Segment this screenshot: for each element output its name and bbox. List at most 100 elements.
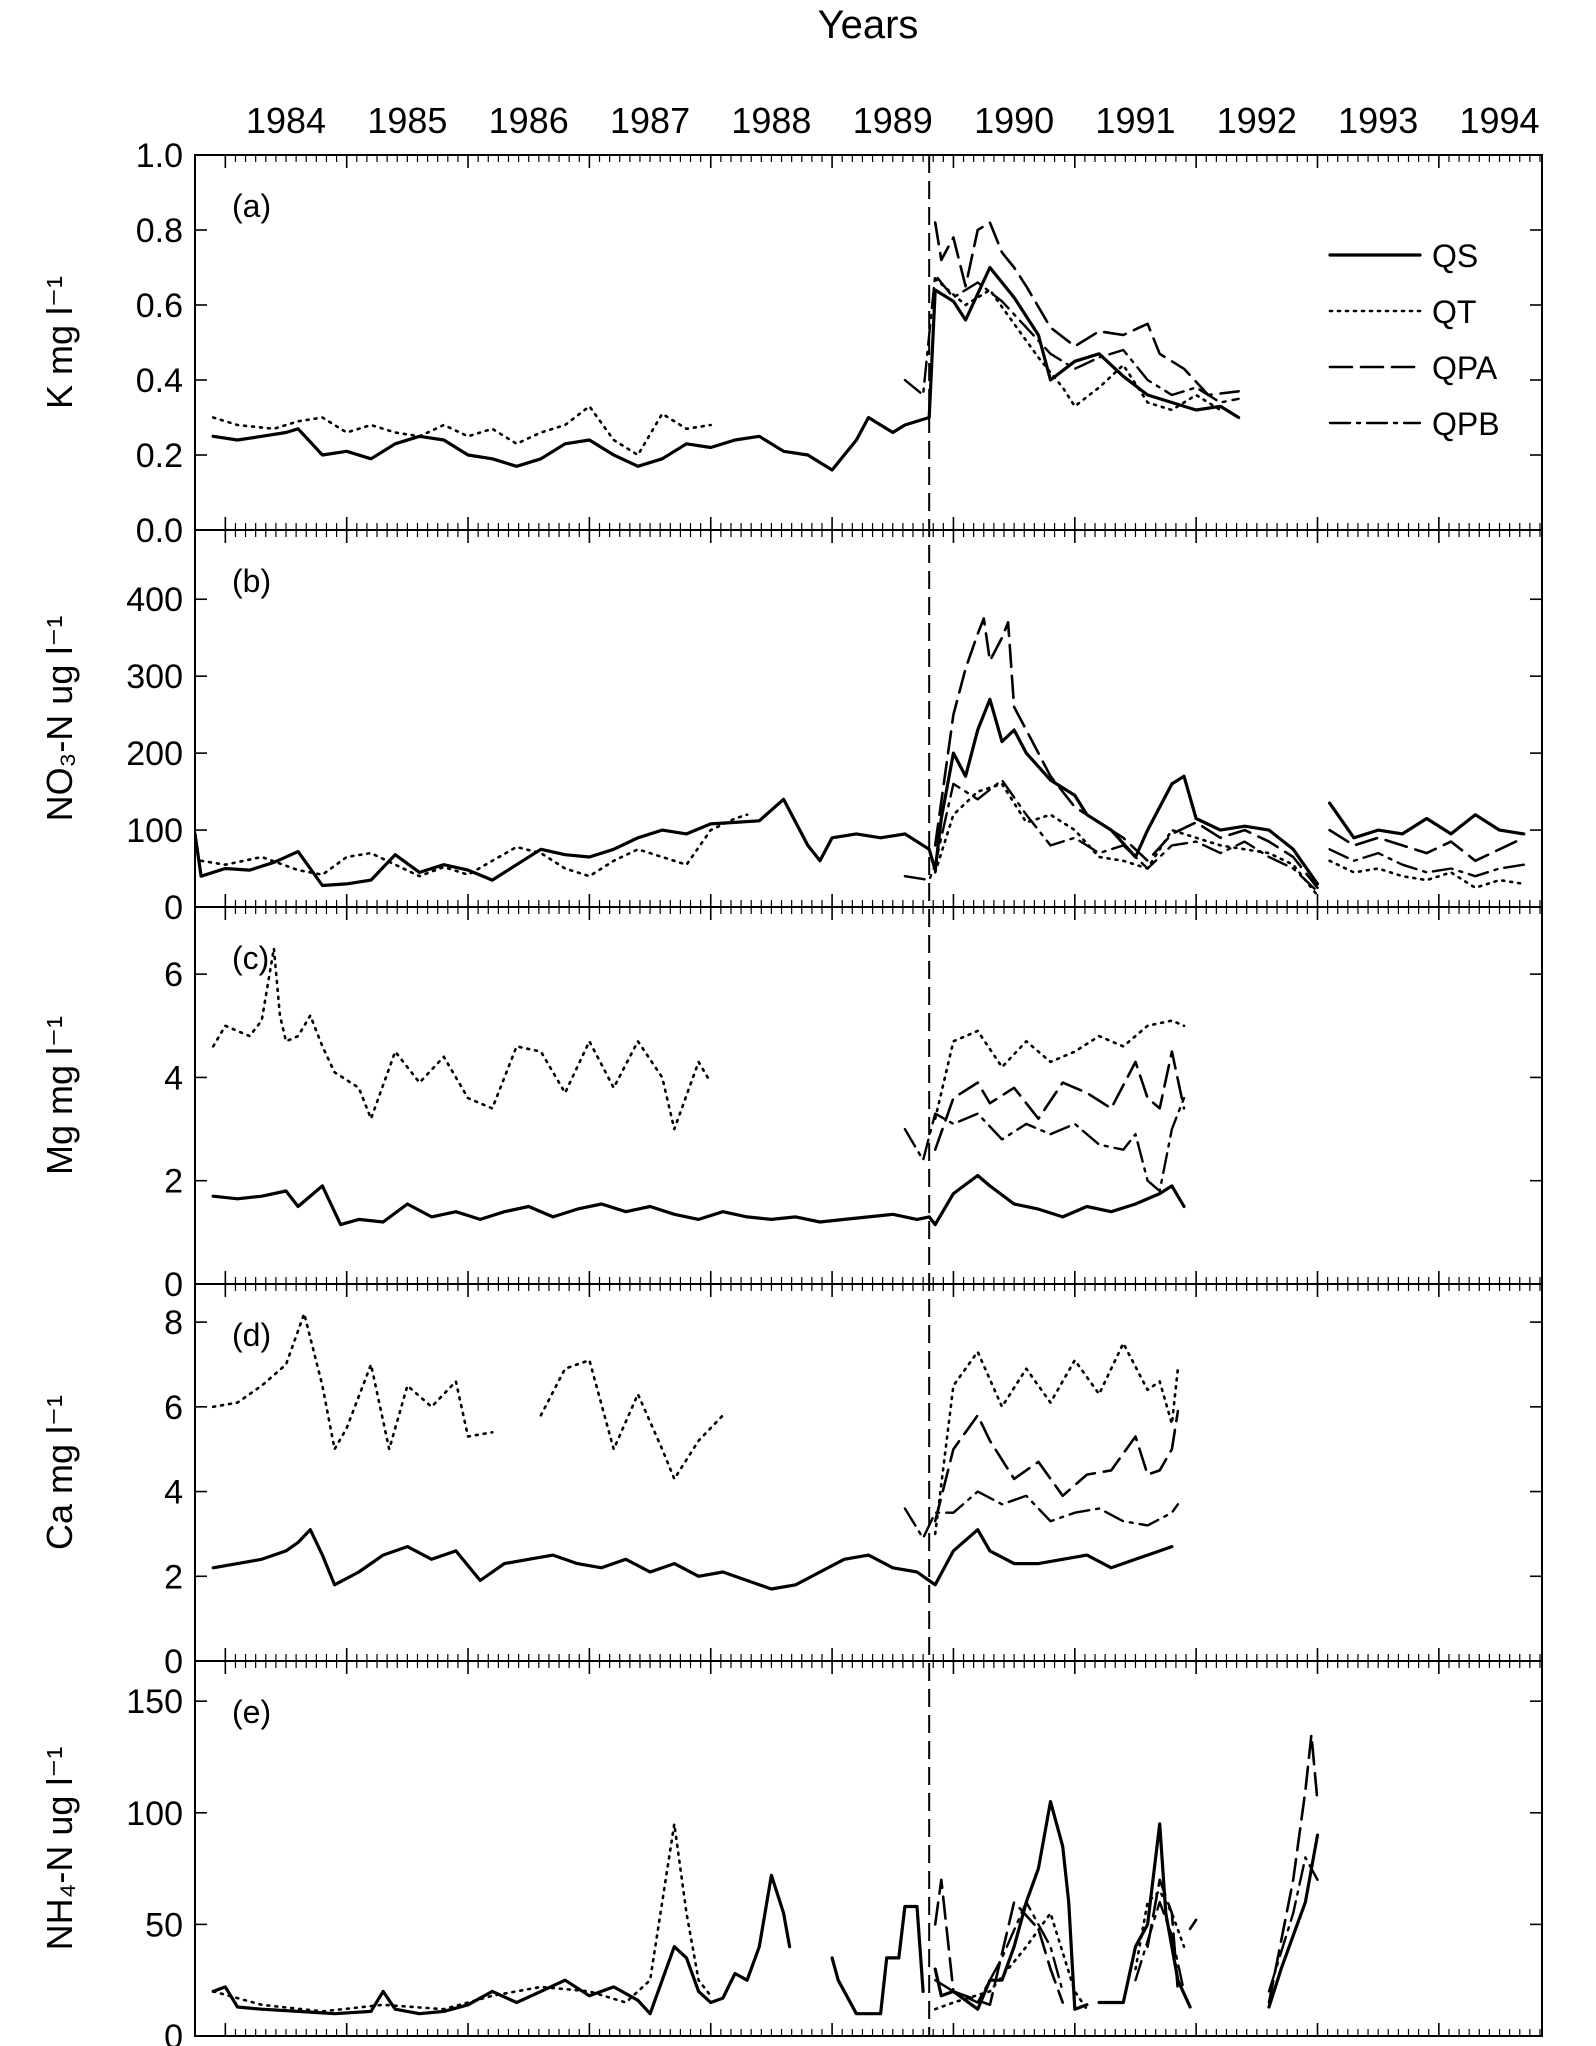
series-qpa-panel-e-line (1188, 1918, 1198, 1931)
year-tick-label-1987: 1987 (610, 100, 690, 141)
y-tick-label: 2 (164, 1558, 183, 1596)
year-tick-label-1991: 1991 (1095, 100, 1175, 141)
series-qt-panel-b-line (1328, 859, 1526, 890)
series-qs-panel-e-line (830, 1904, 925, 2016)
year-tick-label-1986: 1986 (489, 100, 569, 141)
panel-d-y-axis-label: Ca mg l⁻¹ (39, 1395, 80, 1550)
panel-b: 0 100 200 300 400 NO₃-N ug l⁻¹ (b) (39, 529, 1543, 927)
series-qt-panel-d-line (539, 1358, 725, 1481)
y-tick-label: 0.0 (136, 512, 183, 550)
series-qpa-panel-e-line (933, 1878, 1064, 2007)
y-tick-label: 0 (164, 1643, 183, 1681)
panel-a-frame (194, 154, 1543, 531)
y-tick-label: 0.4 (136, 362, 183, 400)
panel-a-y-ticks: 0.0 0.2 0.4 0.6 0.8 1.0 (136, 137, 1542, 550)
y-tick-label: 0 (164, 2018, 183, 2046)
y-tick-label: 4 (164, 1474, 183, 1512)
series-qpa-panel-b-line (933, 617, 1319, 890)
legend: QS QT QPA QPB (1328, 238, 1500, 442)
series-qs-panel-b-line (1327, 801, 1526, 840)
series-qs-panel-e-line (211, 1873, 792, 2016)
legend-label-qs: QS (1432, 238, 1478, 274)
series-qt-panel-e-line (211, 1822, 713, 2013)
series-qs-panel-e-line (1267, 1833, 1320, 2009)
y-tick-label: 100 (126, 1795, 183, 1833)
series-qpb-panel-b-line (903, 778, 1319, 893)
panel-e-frame (194, 1660, 1543, 2037)
year-tick-label-1985: 1985 (367, 100, 447, 141)
panel-c-y-ticks: 0 2 4 6 (164, 956, 1542, 1304)
panel-a-series (211, 221, 1241, 472)
panel-d-x-ticks (224, 1284, 1541, 1661)
series-qpa-panel-e-line (1267, 1733, 1319, 2004)
series-qt-panel-a-line (933, 277, 1222, 412)
y-tick-label: 150 (126, 1683, 183, 1721)
panel-e-y-ticks: 0 50 100 150 (126, 1683, 1542, 2046)
panel-a-y-axis-label: K mg l⁻¹ (39, 276, 80, 409)
panel-b-label: (b) (232, 563, 271, 599)
y-tick-label: 2 (164, 1163, 183, 1201)
panel-e-series (211, 1733, 1320, 2016)
series-qt-panel-b-line (199, 813, 749, 878)
series-qpb-panel-d-line (903, 1490, 1180, 1540)
y-tick-label: 50 (145, 1906, 183, 1944)
y-tick-label: 100 (126, 812, 183, 850)
series-qpb-panel-b-line (1328, 848, 1526, 878)
y-tick-label: 0 (164, 889, 183, 927)
series-qpb-panel-a-line (903, 273, 1240, 404)
panel-c-series (211, 946, 1186, 1227)
series-qt-panel-d-line (933, 1342, 1180, 1536)
panel-b-series (195, 617, 1526, 897)
series-qpa-panel-d-line (933, 1409, 1180, 1523)
y-tick-label: 0.6 (136, 287, 183, 325)
year-tick-label-1993: 1993 (1338, 100, 1418, 141)
series-qpa-panel-c-line (933, 1050, 1186, 1151)
y-tick-label: 8 (164, 1304, 183, 1342)
series-qt-panel-e-line (1134, 1889, 1186, 1971)
panel-d: 0 2 4 6 8 Ca mg l⁻¹ (d) (39, 1283, 1543, 1681)
series-qs-panel-c-line (211, 1173, 1186, 1227)
panel-d-y-ticks: 0 2 4 6 8 (164, 1304, 1542, 1681)
series-qpb-panel-e-line (1134, 1900, 1186, 1993)
series-qs-panel-e-line (933, 1799, 1089, 2011)
series-qpb-panel-e-line (1267, 1856, 1319, 1993)
panel-c-x-ticks (224, 907, 1541, 1284)
panel-e-label: (e) (232, 1694, 271, 1730)
y-tick-label: 1.0 (136, 137, 183, 175)
y-tick-label: 300 (126, 658, 183, 696)
year-tick-label-1989: 1989 (853, 100, 933, 141)
legend-label-qpb: QPB (1432, 406, 1500, 442)
panel-b-x-ticks (224, 530, 1541, 907)
series-qt-panel-e-line (933, 1911, 1089, 2011)
chart-panels: 0.00.20.40.60.81.0K mg l⁻¹(a)01002003004… (39, 137, 1543, 2046)
series-qpa-panel-b-line (1328, 828, 1526, 863)
panel-e-y-axis-label: NH₄-N ug l⁻¹ (39, 1747, 80, 1951)
panel-a-label: (a) (232, 188, 271, 224)
y-tick-label: 6 (164, 1389, 183, 1427)
y-tick-label: 0.2 (136, 437, 183, 475)
series-qt-panel-b-line (933, 782, 1319, 897)
panel-c-frame (194, 906, 1543, 1285)
panel-b-y-ticks: 0 100 200 300 400 (126, 581, 1542, 927)
legend-label-qpa: QPA (1432, 350, 1498, 386)
panel-c-label: (c) (232, 940, 269, 976)
panel-d-frame (194, 1283, 1543, 1662)
year-tick-label-1994: 1994 (1459, 100, 1539, 141)
y-tick-label: 4 (164, 1059, 183, 1097)
y-tick-label: 0.8 (136, 212, 183, 250)
panel-c-y-axis-label: Mg mg l⁻¹ (39, 1016, 80, 1175)
panel-a: 0.0 0.2 0.4 0.6 0.8 1.0 K mg l⁻¹ (a) (39, 137, 1543, 550)
series-qt-panel-c-line (933, 1019, 1186, 1120)
legend-label-qt: QT (1432, 294, 1476, 330)
series-qt-panel-a-line (211, 404, 713, 457)
year-tick-label-1988: 1988 (731, 100, 811, 141)
series-qpb-panel-c-line (903, 1096, 1186, 1193)
series-qpa-panel-a-line (933, 221, 1240, 397)
year-tick-label-1984: 1984 (246, 100, 326, 141)
series-qt-panel-d-line (211, 1312, 494, 1451)
year-tick-labels: 1984 1985 1986 1987 1988 1989 1990 1991 1992 1993… (246, 100, 1540, 141)
y-tick-label: 400 (126, 581, 183, 619)
y-tick-label: 200 (126, 735, 183, 773)
series-qpa-panel-e-line (1146, 1878, 1180, 1993)
panel-e-x-ticks (224, 1661, 1541, 2036)
